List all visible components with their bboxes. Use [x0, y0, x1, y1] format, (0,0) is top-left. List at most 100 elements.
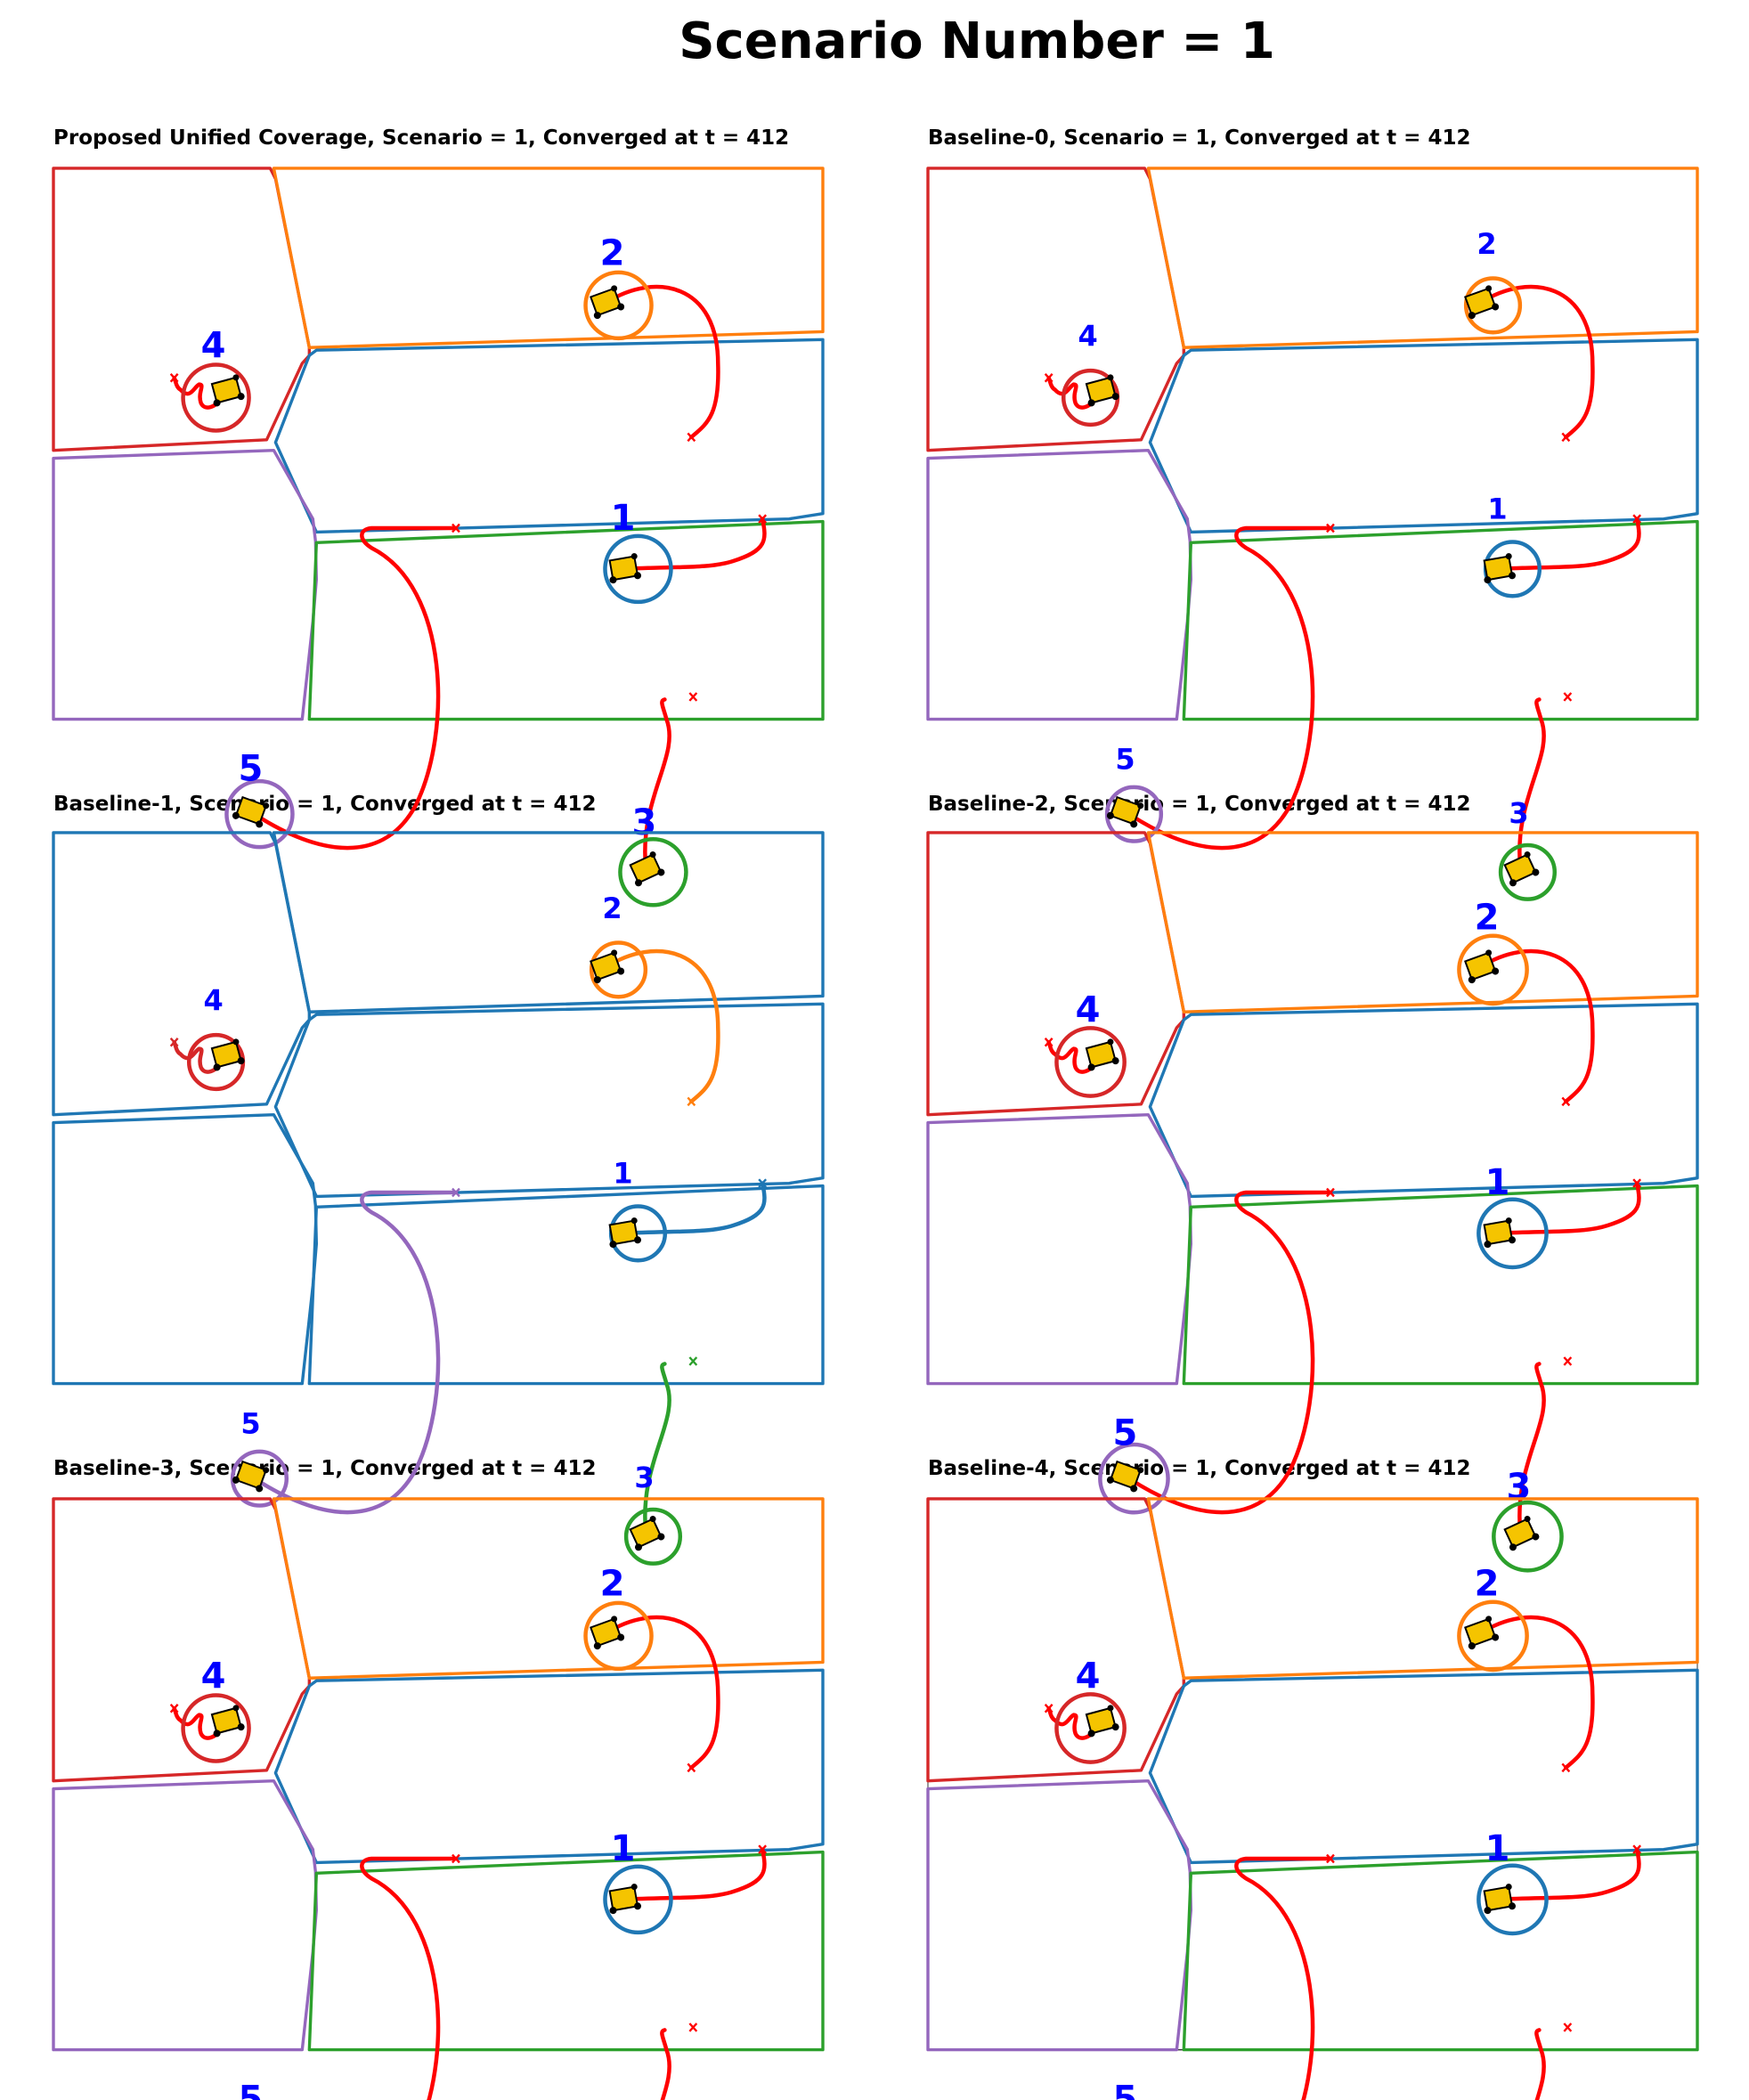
sensing-circle-5	[224, 778, 295, 850]
robot-wheel-2	[611, 285, 618, 292]
panel-proposed: 1 2 3 4 5	[52, 164, 825, 908]
robot-wheel-2	[617, 303, 625, 311]
robot-wheel-5	[232, 1476, 240, 1484]
coverage-region-5	[53, 1781, 316, 2050]
robot-body-4	[210, 1706, 242, 1735]
agent-label-2: 2	[1475, 898, 1500, 939]
target-marker-3	[1564, 693, 1571, 701]
target-marker-1	[1633, 1845, 1640, 1853]
coverage-region-1	[275, 1004, 823, 1196]
robot-wheel-2	[611, 949, 618, 956]
trajectory-1	[624, 1850, 765, 1900]
panel-baseline-0: 1 2 3 4 5	[926, 164, 1699, 901]
target-marker-1	[759, 1845, 766, 1853]
robot-1	[1483, 553, 1517, 584]
sensing-circle-1	[1476, 1197, 1549, 1270]
robot-wheel-4	[1107, 1038, 1114, 1046]
robot-wheel-2	[593, 976, 601, 984]
agent-label-5: 5	[240, 1407, 260, 1441]
robot-wheel-2	[593, 1642, 601, 1650]
sensing-circle-2	[589, 940, 648, 999]
target-marker-4	[171, 374, 178, 382]
trajectory-3	[1519, 1363, 1543, 1534]
panel-title-baseline-4: Baseline-4, Scenario = 1, Converged at t…	[928, 1457, 1471, 1480]
target-marker-3	[689, 2023, 696, 2031]
sensing-circle-4	[1054, 1026, 1127, 1098]
robot-wheel-4	[237, 393, 245, 401]
robot-wheel-2	[611, 1616, 618, 1623]
coverage-region-5	[928, 451, 1191, 720]
agent-label-4: 4	[1076, 1656, 1101, 1697]
robot-body-1	[608, 1219, 639, 1246]
robot-wheel-4	[1107, 374, 1114, 381]
figure-title: Scenario Number = 1	[679, 12, 1275, 70]
robot-wheel-2	[1468, 976, 1476, 984]
robot-wheel-1	[609, 1241, 617, 1249]
robot-wheel-4	[237, 1723, 245, 1731]
robot-body-1	[608, 555, 639, 582]
trajectory-1	[1499, 519, 1639, 569]
sensing-circle-3	[1498, 842, 1558, 901]
trajectory-4	[175, 378, 227, 407]
agent-label-4: 4	[201, 325, 226, 366]
agent-label-1: 1	[611, 1828, 636, 1869]
robot-wheel-3	[657, 1533, 665, 1541]
trajectory-3	[645, 2030, 669, 2100]
robot-4	[210, 1038, 245, 1071]
trajectory-4	[175, 1708, 227, 1738]
coverage-region-3	[309, 522, 823, 720]
robot-2	[1464, 1616, 1500, 1650]
panel-content	[928, 168, 1697, 869]
coverage-region-1	[1150, 1004, 1697, 1196]
coverage-region-2	[1148, 168, 1697, 347]
target-marker-1	[759, 515, 766, 523]
robot-wheel-3	[1524, 851, 1531, 859]
robot-3	[629, 851, 665, 887]
target-marker-3	[1564, 1357, 1571, 1365]
robot-2	[1464, 949, 1500, 984]
panel-title-baseline-1: Baseline-1, Scenario = 1, Converged at t…	[53, 793, 597, 816]
agent-label-5: 5	[1113, 2079, 1138, 2100]
robot-1	[1483, 1217, 1517, 1249]
robot-wheel-3	[634, 1543, 642, 1551]
trajectory-4	[1049, 378, 1102, 407]
sensing-circle-1	[603, 1864, 673, 1935]
robot-wheel-5	[256, 820, 264, 828]
sensing-circle-2	[1457, 933, 1529, 1006]
target-marker-4	[1045, 374, 1053, 382]
target-marker-4	[171, 1038, 178, 1046]
sensing-circle-4	[181, 1693, 251, 1763]
coverage-region-3	[1184, 522, 1697, 720]
sensing-circle-2	[583, 270, 654, 341]
sensing-circle-5	[1104, 785, 1164, 843]
robot-body-5	[1109, 1460, 1143, 1490]
robot-body-4	[210, 376, 242, 404]
trajectory-4	[175, 1042, 227, 1071]
panel-content	[53, 168, 823, 869]
robot-body-2	[590, 951, 622, 981]
agent-label-3: 3	[1509, 796, 1528, 830]
coverage-region-4	[53, 168, 309, 451]
robot-wheel-2	[1485, 1616, 1493, 1623]
agent-label-2: 2	[602, 891, 622, 925]
robot-wheel-5	[1130, 820, 1138, 828]
robot-wheel-2	[1485, 285, 1493, 292]
robot-wheel-3	[649, 851, 656, 859]
robot-wheel-1	[630, 1884, 638, 1891]
robot-wheel-3	[634, 879, 642, 887]
coverage-region-1	[275, 339, 823, 532]
panel-title-baseline-0: Baseline-0, Scenario = 1, Converged at t…	[928, 126, 1471, 150]
trajectory-2	[1481, 287, 1593, 437]
coverage-region-2	[273, 168, 823, 347]
trajectory-3	[1519, 2030, 1543, 2100]
robot-wheel-1	[634, 1236, 642, 1244]
robot-body-4	[1085, 1040, 1117, 1069]
sensing-circle-1	[1476, 1863, 1549, 1936]
panel-content	[53, 1499, 823, 2100]
robot-body-2	[1464, 951, 1497, 981]
agent-label-3: 3	[632, 802, 657, 843]
robot-wheel-3	[657, 868, 665, 876]
sensing-circle-2	[1463, 276, 1523, 335]
robot-wheel-3	[1509, 879, 1517, 887]
trajectory-5	[250, 1859, 455, 2100]
